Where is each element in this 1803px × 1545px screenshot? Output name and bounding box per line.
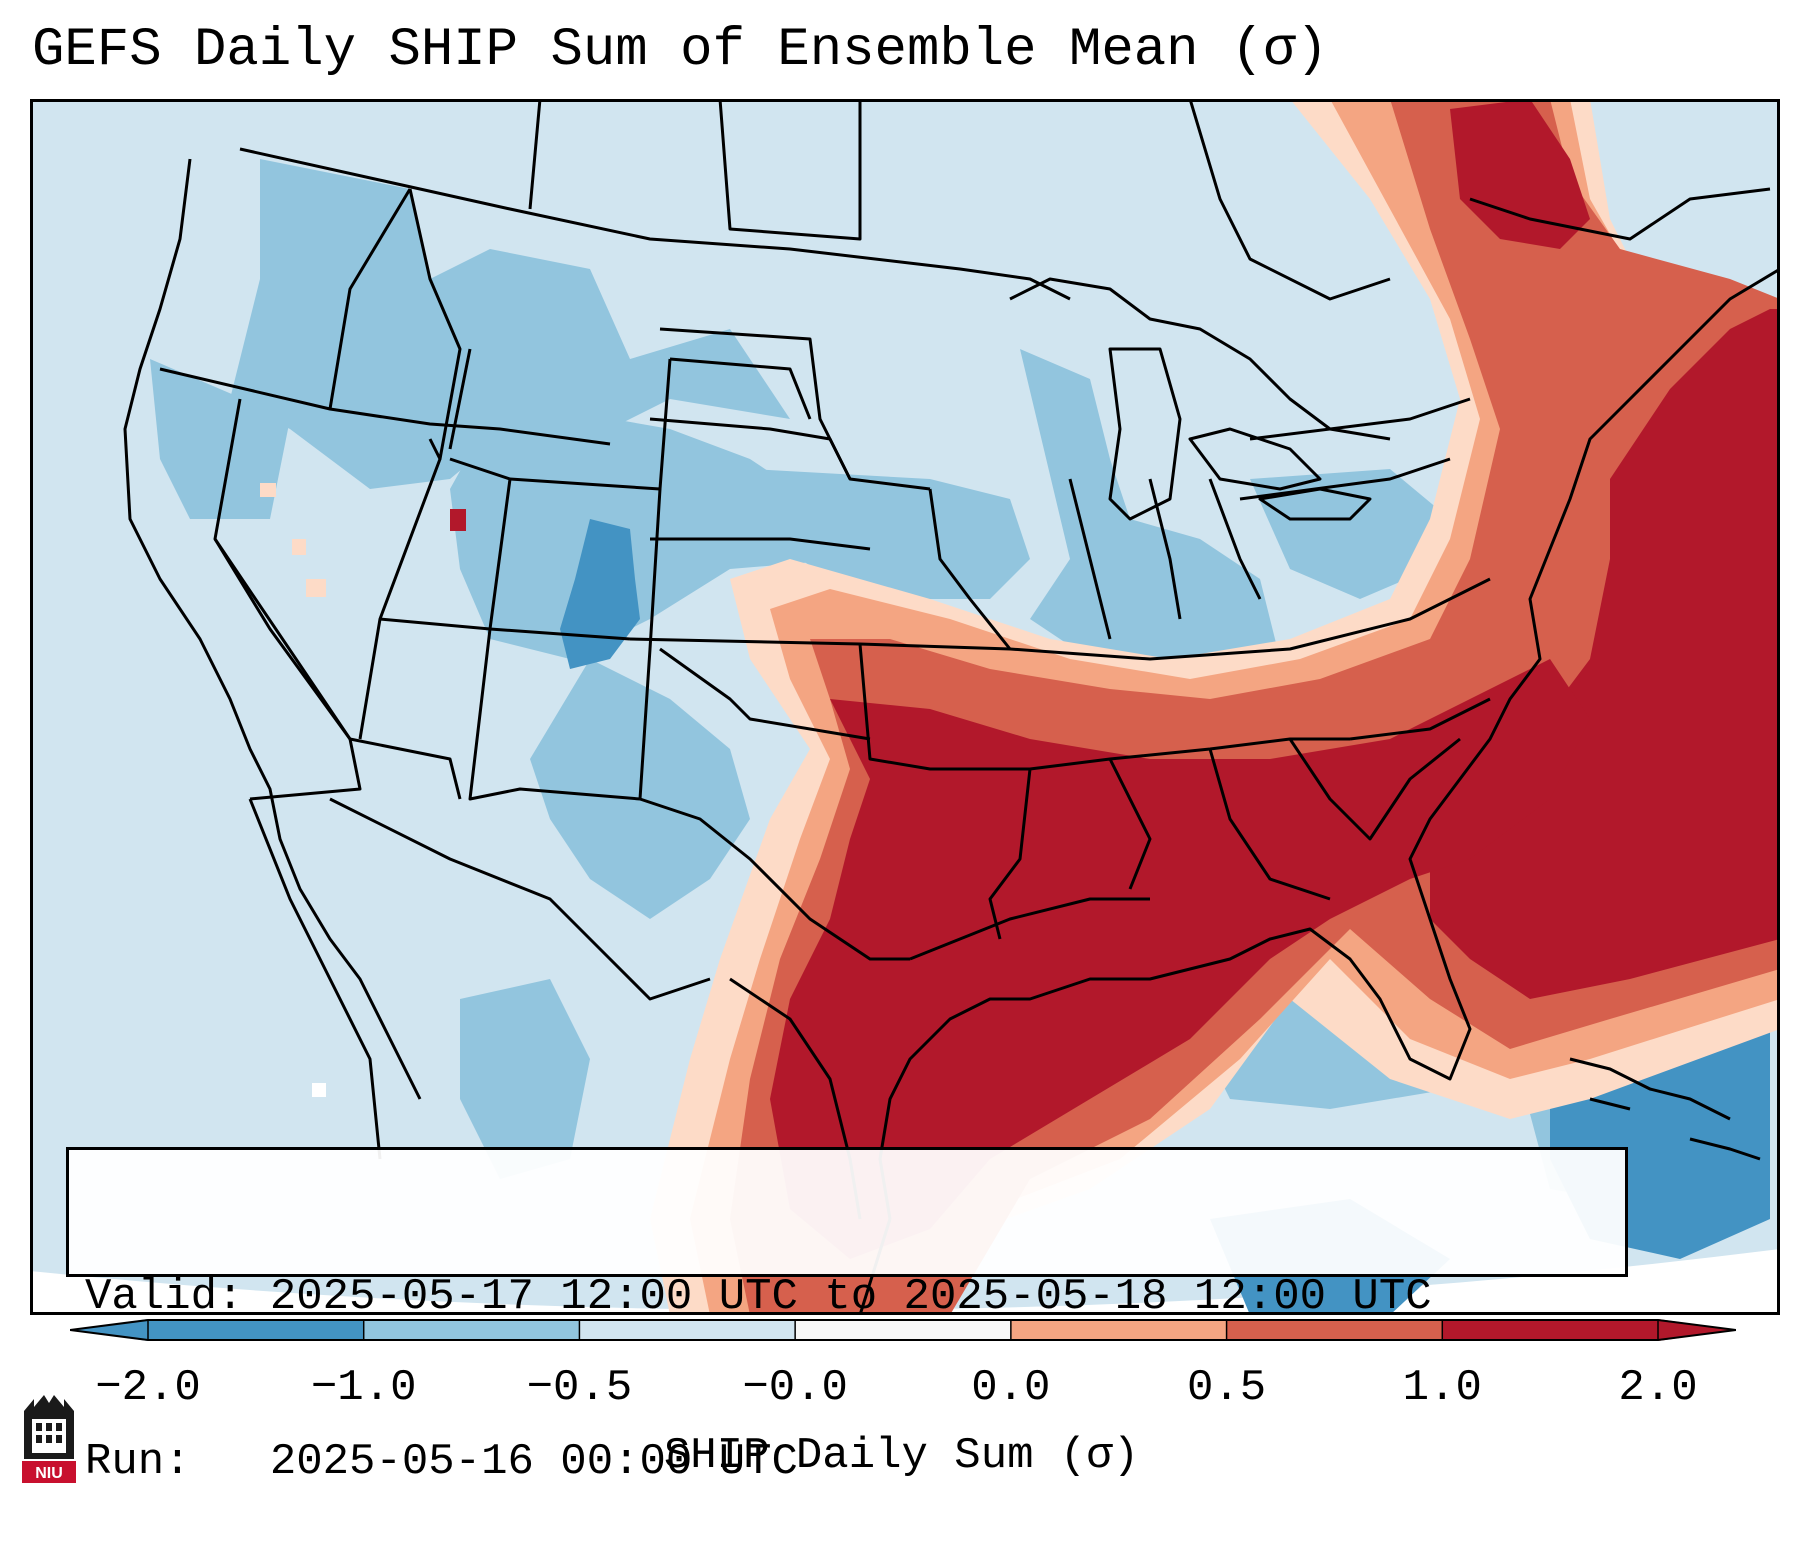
colorbar-segment bbox=[1010, 1320, 1228, 1340]
colorbar-tick-label: 1.0 bbox=[1402, 1363, 1482, 1413]
valid-label: Valid: bbox=[85, 1272, 244, 1322]
valid-line: Valid: 2025-05-17 12:00 UTC to 2025-05-1… bbox=[85, 1270, 1609, 1325]
colorbar-tick-label: −0.0 bbox=[742, 1363, 848, 1413]
colorbar-tick-label: 0.0 bbox=[971, 1363, 1051, 1413]
niu-logo: NIU bbox=[22, 1395, 76, 1483]
colorbar-segment bbox=[579, 1320, 796, 1340]
colorbar-segments bbox=[148, 1320, 1659, 1340]
scattered-specks bbox=[260, 483, 326, 1097]
niu-logo-banner bbox=[22, 1461, 76, 1483]
colorbar-label: SHIP Daily Sum (σ) bbox=[663, 1431, 1140, 1481]
run-value: 2025-05-16 00:00 UTC bbox=[269, 1437, 798, 1487]
colorbar-segment bbox=[795, 1320, 1012, 1340]
colorbar-ticks bbox=[147, 1320, 1659, 1340]
colorbar-tick-label: −1.0 bbox=[310, 1363, 417, 1413]
colorbar-tick-labels: −2.0 −1.0 −0.5 −0.0 0.0 0.5 1.0 2.0 bbox=[0, 1360, 1803, 1420]
map-panel bbox=[30, 99, 1780, 1315]
valid-run-info-box: Valid: 2025-05-17 12:00 UTC to 2025-05-1… bbox=[66, 1147, 1628, 1487]
colorbar-segment bbox=[363, 1320, 580, 1340]
colorbar-segment bbox=[1226, 1320, 1443, 1340]
colorbar-extend-low bbox=[70, 1319, 148, 1341]
run-label: Run: bbox=[85, 1437, 191, 1487]
map-canvas bbox=[30, 99, 1780, 1315]
colorbar-segment bbox=[148, 1320, 365, 1340]
valid-value: 2025-05-17 12:00 UTC to 2025-05-18 12:00… bbox=[269, 1272, 1432, 1322]
boundary-lines bbox=[123, 99, 1780, 1315]
colorbar-tick-label: 0.5 bbox=[1186, 1363, 1267, 1413]
colorbar bbox=[70, 1319, 1736, 1341]
niu-logo-text: NIU bbox=[35, 1465, 63, 1482]
colorbar-segment bbox=[1442, 1320, 1659, 1340]
run-line: Run: 2025-05-16 00:00 UTC bbox=[85, 1435, 1609, 1490]
colorbar-extend-high bbox=[1658, 1319, 1736, 1341]
figure-title: GEFS Daily SHIP Sum of Ensemble Mean (σ) bbox=[32, 20, 1329, 81]
very-strong-positive-field bbox=[450, 99, 1780, 1259]
colorbar-tick-label: 2.0 bbox=[1618, 1363, 1698, 1413]
colorbar-tick-label: −2.0 bbox=[95, 1363, 201, 1413]
colorbar-tick-label: −0.5 bbox=[526, 1363, 633, 1413]
map-frame bbox=[30, 99, 1780, 1315]
